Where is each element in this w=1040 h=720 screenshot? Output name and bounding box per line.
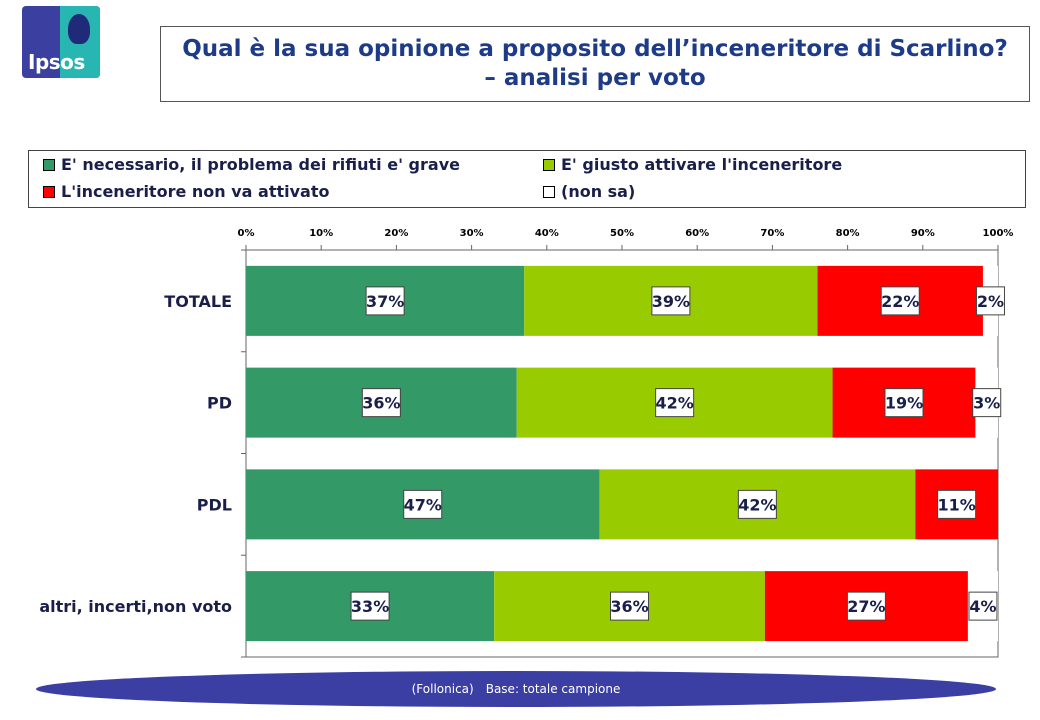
data-label-box: [937, 489, 977, 519]
data-label: 3%: [973, 394, 1000, 413]
data-label: 42%: [655, 394, 693, 413]
category-label: altri, incerti,non voto: [39, 597, 232, 616]
title-line-2: – analisi per voto: [484, 65, 706, 91]
x-tick-label: 10%: [309, 228, 333, 239]
legend-label-giusto: E' giusto attivare l'inceneritore: [561, 155, 843, 174]
x-tick-label: 70%: [760, 228, 784, 239]
title-box: Qual è la sua opinione a proposito dell’…: [160, 26, 1030, 102]
legend-item-necessario: E' necessario, il problema dei rifiuti e…: [43, 155, 460, 174]
data-label-box: [880, 286, 920, 316]
data-label-box: [737, 489, 777, 519]
legend-swatch-non-sa: [543, 185, 555, 198]
data-label-box: [975, 286, 1005, 316]
legend-label-necessario: E' necessario, il problema dei rifiuti e…: [61, 155, 460, 174]
data-label-box: [651, 286, 691, 316]
title-line-1: Qual è la sua opinione a proposito dell’…: [182, 36, 1008, 62]
x-tick-label: 90%: [911, 228, 935, 239]
x-tick-label: 30%: [460, 228, 484, 239]
data-label-box: [655, 388, 695, 418]
data-label-box: [365, 286, 405, 316]
footer-banner: (Follonica) Base: totale campione: [36, 671, 996, 707]
x-tick-label: 60%: [685, 228, 709, 239]
x-tick-label: 0%: [238, 228, 255, 239]
data-label: 47%: [404, 495, 442, 514]
footer-base: Base: totale campione: [485, 682, 621, 696]
logo-wordmark: Ipsos: [28, 50, 85, 74]
ipsos-logo: Ipsos: [22, 6, 100, 78]
data-label: 36%: [362, 394, 400, 413]
data-label: 36%: [610, 597, 648, 616]
legend-item-giusto: E' giusto attivare l'inceneritore: [543, 155, 842, 174]
data-label: 33%: [351, 597, 389, 616]
data-label-box: [884, 388, 924, 418]
data-label-box: [361, 388, 401, 418]
legend-label-non-attivato: L'inceneritore non va attivato: [61, 182, 330, 201]
data-label: 39%: [652, 292, 690, 311]
x-tick-label: 100%: [983, 228, 1014, 239]
category-label: PDL: [197, 495, 232, 514]
category-label: TOTALE: [164, 292, 232, 311]
data-label: 11%: [937, 495, 975, 514]
legend-swatch-giusto: [543, 158, 555, 171]
data-label-box: [972, 388, 1002, 418]
data-label: 4%: [969, 597, 996, 616]
x-tick-label: 50%: [610, 228, 634, 239]
data-label: 42%: [738, 495, 776, 514]
data-label-box: [610, 591, 650, 621]
legend-label-non-sa: (non sa): [561, 182, 636, 201]
data-label-box: [403, 489, 443, 519]
legend-swatch-necessario: [43, 158, 55, 171]
legend-item-non-sa: (non sa): [543, 182, 635, 201]
x-tick-label: 80%: [836, 228, 860, 239]
data-label: 27%: [847, 597, 885, 616]
data-label-box: [846, 591, 886, 621]
data-label: 37%: [366, 292, 404, 311]
data-label: 19%: [885, 394, 923, 413]
legend-item-non-attivato: L'inceneritore non va attivato: [43, 182, 329, 201]
chart-legend: E' necessario, il problema dei rifiuti e…: [28, 150, 1026, 208]
x-tick-label: 40%: [535, 228, 559, 239]
data-label: 22%: [881, 292, 919, 311]
category-label: PD: [207, 394, 232, 413]
x-tick-label: 20%: [384, 228, 408, 239]
data-label-box: [350, 591, 390, 621]
legend-swatch-non-attivato: [43, 185, 55, 198]
logo-head-icon: [68, 14, 90, 44]
data-label: 2%: [977, 292, 1004, 311]
data-label-box: [968, 591, 998, 621]
footer-location: (Follonica): [411, 682, 474, 696]
